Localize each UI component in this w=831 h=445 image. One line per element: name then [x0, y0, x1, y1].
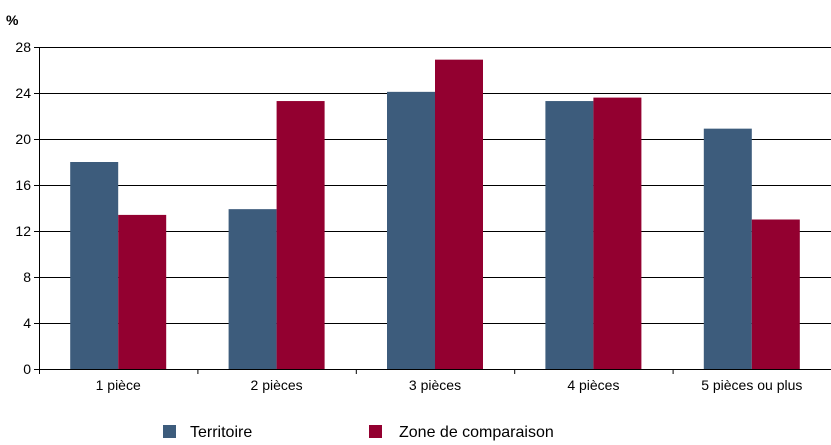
bar-zone-de-comparaison [435, 59, 483, 370]
y-axis-ticks: 0 4 8 12 16 20 24 28 [15, 39, 31, 377]
legend-swatch [369, 425, 382, 438]
bar-zone-de-comparaison [593, 97, 642, 369]
y-tick-label: 24 [15, 85, 31, 101]
y-tick-label: 4 [23, 315, 31, 331]
y-tick-label: 8 [23, 269, 31, 285]
x-tick-label: 4 pièces [567, 377, 619, 393]
y-tick-label: 12 [15, 223, 31, 239]
legend-label: Territoire [190, 424, 252, 441]
y-tick-label: 20 [15, 131, 31, 147]
x-tick-label: 5 pièces ou plus [701, 377, 802, 393]
legend-swatch [163, 425, 176, 438]
y-tick-label: 16 [15, 177, 31, 193]
y-tick-label: 0 [23, 361, 31, 377]
x-axis-ticks: 1 pièce 2 pièces 3 pièces 4 pièces 5 pièces … [96, 369, 802, 393]
bar-territoire [545, 101, 594, 370]
y-unit-label: % [6, 12, 19, 28]
x-tick-label: 1 pièce [96, 377, 141, 393]
x-tick-label: 3 pièces [409, 377, 461, 393]
bars [70, 59, 800, 370]
axes [34, 47, 831, 374]
bar-territoire [703, 128, 752, 369]
y-tick-label: 28 [15, 39, 31, 55]
x-tick-label: 2 pièces [251, 377, 303, 393]
bar-territoire [228, 209, 277, 369]
legend-label: Zone de comparaison [399, 424, 554, 441]
legend: Territoire Zone de comparaison [163, 424, 554, 441]
bar-territoire [70, 162, 119, 369]
bar-zone-de-comparaison [751, 219, 800, 369]
bar-zone-de-comparaison [118, 214, 167, 369]
bar-zone-de-comparaison [276, 101, 325, 370]
bar-territoire [387, 91, 435, 369]
